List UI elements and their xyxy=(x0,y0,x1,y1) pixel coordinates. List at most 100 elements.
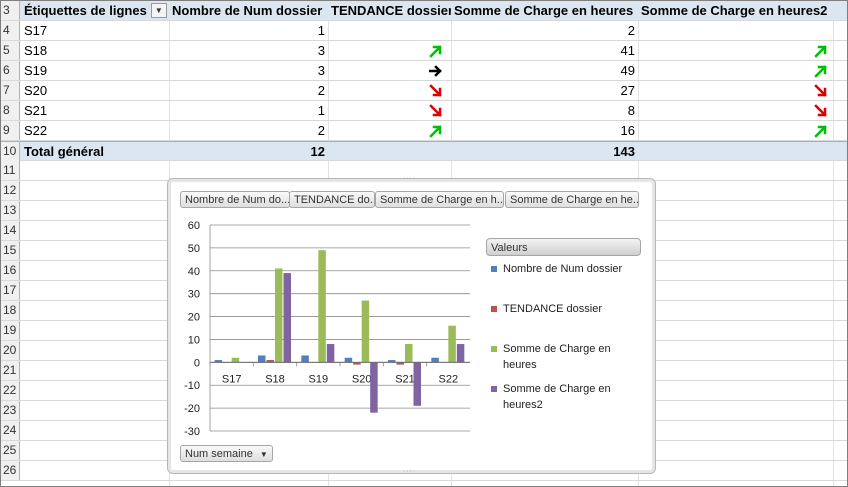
y-tick-label: -30 xyxy=(184,426,200,438)
sheet-row[interactable]: 5 S18 3 41 xyxy=(1,41,847,61)
total-charge-cell[interactable]: 143 xyxy=(613,144,635,159)
row-number[interactable]: 21 xyxy=(1,361,20,380)
row-number[interactable]: 4 xyxy=(1,21,20,40)
sheet-row[interactable]: 7 S20 2 27 xyxy=(1,81,847,101)
charge-cell[interactable]: 8 xyxy=(627,103,635,118)
row-number[interactable]: 13 xyxy=(1,201,20,220)
count-cell[interactable]: 3 xyxy=(317,43,325,58)
total-trend2-cell[interactable] xyxy=(638,142,833,161)
sheet-row[interactable]: 3 Étiquettes de lignes ▼ Nombre de Num doss… xyxy=(1,1,847,21)
legend-swatch xyxy=(491,266,497,272)
trend-cell[interactable] xyxy=(328,21,451,40)
row-number[interactable]: 19 xyxy=(1,321,20,340)
row-number[interactable]: 24 xyxy=(1,421,20,440)
row-label-cell[interactable]: S21 xyxy=(24,103,48,118)
trend-cell[interactable] xyxy=(328,101,451,120)
row-number[interactable]: 25 xyxy=(1,441,20,460)
pivot-header-label: Nombre de Num dossier xyxy=(172,3,323,18)
trend-down-arrow-icon xyxy=(814,104,827,117)
trend2-cell[interactable] xyxy=(638,81,833,100)
row-label-cell[interactable]: S18 xyxy=(24,43,48,58)
row-label-cell[interactable]: S22 xyxy=(24,123,48,138)
total-trend-cell[interactable] xyxy=(328,142,451,161)
bar-nombre-de-num-dossier xyxy=(214,360,223,363)
chart-resize-handle-top[interactable]: ···· xyxy=(403,175,417,182)
row-number[interactable]: 23 xyxy=(1,401,20,420)
trend2-cell[interactable] xyxy=(638,101,833,120)
row-number[interactable]: 16 xyxy=(1,261,20,280)
bar-somme-de-charge-en-heures2 xyxy=(326,344,335,363)
charge-cell[interactable]: 41 xyxy=(620,43,635,58)
sheet-row[interactable]: 26 xyxy=(1,461,847,481)
chart-field-button[interactable]: Nombre de Num do... xyxy=(180,191,290,208)
row-label-cell[interactable]: S17 xyxy=(24,23,48,38)
total-label-cell[interactable]: Total général xyxy=(24,144,104,159)
count-cell[interactable]: 3 xyxy=(317,63,325,78)
trend-down-arrow-icon xyxy=(429,84,442,97)
bar-tendance-dossier xyxy=(266,360,274,363)
row-number[interactable]: 8 xyxy=(1,101,20,120)
row-number[interactable]: 7 xyxy=(1,81,20,100)
pivot-header-cell[interactable]: TENDANCE dossier xyxy=(328,1,451,20)
y-tick-label: 50 xyxy=(188,243,200,255)
trend2-cell[interactable] xyxy=(638,61,833,80)
pivot-header-cell[interactable]: Nombre de Num dossier xyxy=(169,1,328,20)
trend-up-arrow-icon xyxy=(814,45,827,58)
trend-cell[interactable] xyxy=(328,41,451,60)
legend-title-button[interactable]: Valeurs xyxy=(486,238,641,256)
trend-up-arrow-icon xyxy=(429,125,442,138)
count-cell[interactable]: 2 xyxy=(317,83,325,98)
charge-cell[interactable]: 2 xyxy=(627,23,635,38)
trend2-cell[interactable] xyxy=(638,41,833,60)
pivot-header-cell[interactable]: Étiquettes de lignes ▼ xyxy=(21,1,169,20)
trend2-cell[interactable] xyxy=(638,21,833,40)
row-number[interactable]: 20 xyxy=(1,341,20,360)
pivot-header-cell[interactable]: Somme de Charge en heures xyxy=(451,1,638,20)
row-number[interactable]: 22 xyxy=(1,381,20,400)
sheet-row[interactable]: 6 S19 3 49 xyxy=(1,61,847,81)
row-number[interactable]: 12 xyxy=(1,181,20,200)
sheet-row[interactable]: 9 S22 2 16 xyxy=(1,121,847,141)
count-cell[interactable]: 1 xyxy=(317,103,325,118)
pivot-header-cell[interactable]: Somme de Charge en heures2 xyxy=(638,1,833,20)
bar-somme-de-charge-en-heures xyxy=(231,357,240,363)
row-number[interactable]: 26 xyxy=(1,461,20,480)
pivot-chart[interactable]: ···· ···· Nombre de Num do... TENDANCE do… xyxy=(167,175,656,475)
row-number[interactable]: 15 xyxy=(1,241,20,260)
y-tick-label: -20 xyxy=(184,403,200,415)
row-number[interactable]: 6 xyxy=(1,61,20,80)
count-cell[interactable]: 1 xyxy=(317,23,325,38)
chart-resize-handle-bottom[interactable]: ···· xyxy=(403,468,417,475)
row-number[interactable]: 17 xyxy=(1,281,20,300)
bar-nombre-de-num-dossier xyxy=(258,355,266,363)
row-number[interactable]: 14 xyxy=(1,221,20,240)
row-number[interactable]: 11 xyxy=(1,161,20,180)
sheet-row[interactable]: 8 S21 1 8 xyxy=(1,101,847,121)
axis-field-button[interactable]: Num semaine ▼ xyxy=(180,445,273,462)
charge-cell[interactable]: 27 xyxy=(620,83,635,98)
y-tick-label: 60 xyxy=(188,220,200,232)
chart-field-button[interactable]: Somme de Charge en he... xyxy=(505,191,639,208)
trend-cell[interactable] xyxy=(328,61,451,80)
sheet-row[interactable]: 4 S17 1 2 xyxy=(1,21,847,41)
chart-field-button[interactable]: Somme de Charge en h... xyxy=(375,191,504,208)
row-label-cell[interactable]: S20 xyxy=(24,83,48,98)
total-count-cell[interactable]: 12 xyxy=(310,144,325,159)
trend-cell[interactable] xyxy=(328,121,451,140)
trend2-cell[interactable] xyxy=(638,121,833,140)
row-number[interactable]: 5 xyxy=(1,41,20,60)
row-number[interactable]: 18 xyxy=(1,301,20,320)
chart-field-button[interactable]: TENDANCE do... xyxy=(289,191,375,208)
sheet-row[interactable]: 10 Total général 12 143 xyxy=(1,141,847,161)
row-number[interactable]: 10 xyxy=(1,142,20,161)
row-number[interactable]: 3 xyxy=(1,1,20,20)
charge-cell[interactable]: 16 xyxy=(620,123,635,138)
count-cell[interactable]: 2 xyxy=(317,123,325,138)
row-label-cell[interactable]: S19 xyxy=(24,63,48,78)
row-number[interactable]: 9 xyxy=(1,121,20,140)
filter-dropdown-icon[interactable]: ▼ xyxy=(150,3,167,19)
y-tick-label: 30 xyxy=(188,289,200,301)
charge-cell[interactable]: 49 xyxy=(620,63,635,78)
trend-cell[interactable] xyxy=(328,81,451,100)
